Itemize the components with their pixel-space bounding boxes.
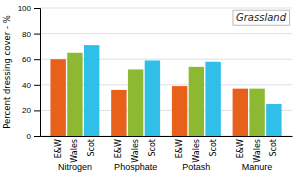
y-tick: 80 <box>22 30 40 39</box>
grid <box>40 8 292 136</box>
bar <box>128 69 143 136</box>
subgroup-label: Scot <box>209 139 218 157</box>
subgroup-label: E&W <box>236 139 245 158</box>
annotation: Grassland <box>233 10 290 25</box>
annotation-box <box>233 10 290 25</box>
subgroup-label: E&W <box>54 139 63 158</box>
subgroup-label: Wales <box>131 139 140 163</box>
grid-line <box>40 33 292 34</box>
subgroup-label: E&W <box>175 139 184 158</box>
bar <box>205 62 220 136</box>
annotation-text: Grassland <box>236 12 287 23</box>
y-tick-mark <box>34 110 40 111</box>
group-label: Manure <box>242 162 273 172</box>
y-tick-label: 100 <box>18 4 32 13</box>
bar <box>172 86 187 136</box>
y-tick-label: 80 <box>22 30 31 39</box>
y-tick-label: 40 <box>22 81 31 90</box>
subgroup-label: Scot <box>269 139 278 157</box>
bar <box>84 45 99 136</box>
y-tick-label: 60 <box>22 55 31 64</box>
x-axis: Nitrogen Phosphate Potash Manure <box>41 137 293 173</box>
x-tick: Nitrogen <box>58 162 92 172</box>
y-tick: 0 <box>27 132 40 141</box>
y-tick: 20 <box>22 106 40 115</box>
y-tick-label: 20 <box>22 106 31 115</box>
subgroup-label: Wales <box>70 139 79 163</box>
y-tick-mark <box>34 136 40 137</box>
bar <box>67 53 82 136</box>
bar <box>249 89 264 136</box>
x-axis-line <box>41 136 293 137</box>
plot: 0 20 40 60 80 100 Nitrogen Phosphate Potash Manur… <box>2 4 293 172</box>
bar <box>50 59 65 136</box>
y-axis-line <box>34 9 41 137</box>
group-label: Nitrogen <box>58 162 92 172</box>
group-label: Potash <box>182 162 210 172</box>
subgroup-label: E&W <box>114 139 123 158</box>
subgroup-label: Wales <box>192 139 201 163</box>
y-tick: 40 <box>22 81 40 90</box>
bar-series <box>84 45 282 136</box>
chart-svg: 0 20 40 60 80 100 Nitrogen Phosphate Potash Manur… <box>0 0 300 180</box>
y-tick-mark <box>34 34 40 35</box>
x-tick: Potash <box>182 162 210 172</box>
bar <box>266 104 281 136</box>
y-tick-mark <box>34 59 40 60</box>
y-tick-mark <box>34 8 40 9</box>
subgroup-labels: E&W Wales Scot E&W Wales Scot E&W Wales Scot E&W W… <box>54 139 279 163</box>
y-tick-label: 0 <box>27 132 32 141</box>
y-tick: 60 <box>22 55 40 64</box>
bar <box>233 89 248 136</box>
bar <box>189 67 204 136</box>
subgroup-label: Scot <box>87 139 96 157</box>
group-label: Phosphate <box>114 162 157 172</box>
grid-line <box>40 8 292 9</box>
y-tick: 100 <box>18 4 40 13</box>
subgroup-label: Wales <box>253 139 262 163</box>
bar <box>145 60 160 136</box>
y-tick-mark <box>34 85 40 86</box>
x-tick: Manure <box>242 162 273 172</box>
chart-container: 0 20 40 60 80 100 Nitrogen Phosphate Potash Manur… <box>0 0 300 180</box>
bar <box>111 90 126 136</box>
bars <box>50 45 281 136</box>
subgroup-label: Scot <box>148 139 157 157</box>
x-tick: Phosphate <box>114 162 157 172</box>
y-axis: 0 20 40 60 80 100 <box>18 4 41 141</box>
y-axis-title: Percent dressing cover - % <box>2 15 12 129</box>
